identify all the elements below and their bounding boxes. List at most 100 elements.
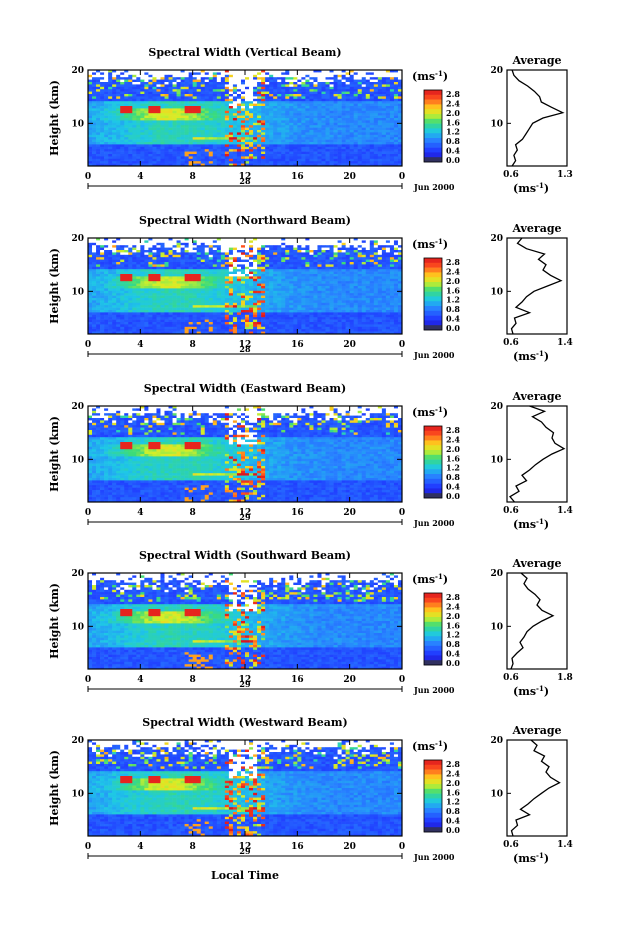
colorbar-tick-label: 1.6 [446, 453, 460, 463]
y-tick-label: 10 [71, 622, 84, 632]
colorbar-tick-label: 1.6 [446, 285, 460, 295]
x-tick-label: 20 [343, 508, 356, 518]
colorbar-tick-label: 0.4 [446, 649, 460, 659]
x-tick-label: 0 [399, 172, 405, 182]
x-tick-label: 12 [239, 842, 252, 852]
heatmap [88, 70, 403, 167]
avg-profile-line [509, 405, 566, 503]
colorbar-tick-label: 1.6 [446, 620, 460, 630]
x-tick-label: 8 [190, 172, 196, 182]
x-tick-label: 0 [85, 675, 91, 685]
y-tick-label: 20 [71, 569, 84, 579]
colorbar-tick-label: 2.8 [446, 425, 460, 435]
colorbar-tick-label: 0.8 [446, 806, 460, 816]
day-label: 29 [239, 679, 251, 689]
x-tick-label: 20 [343, 172, 356, 182]
avg-title: Average [511, 557, 561, 570]
colorbar-tick-label: 2.0 [446, 778, 460, 788]
x-tick-label: 4 [137, 508, 143, 518]
avg-profile-line [510, 237, 563, 335]
panel-4: Spectral Width (Southward Beam) 20 10 Heigh… [48, 549, 573, 698]
x-tick-label: 0 [399, 842, 405, 852]
heatmap [88, 740, 403, 837]
y-axis-label: Height (km) [48, 248, 61, 324]
avg-x-tick-label: 0.6 [503, 170, 519, 180]
colorbar-tick-label: 2.0 [446, 108, 460, 118]
colorbar-tick-label: 0.4 [446, 314, 460, 324]
colorbar-tick-label: 0.8 [446, 639, 460, 649]
colorbar: (ms-1)2.82.42.01.61.20.80.40.0 [412, 405, 460, 501]
colorbar-tick-label: 2.0 [446, 276, 460, 286]
y-tick-label: 10 [71, 119, 84, 129]
avg-title: Average [511, 390, 561, 403]
panel-title: Spectral Width (Eastward Beam) [144, 382, 346, 395]
colorbar-tick-label: 2.4 [446, 601, 460, 611]
y-tick-label: 20 [71, 234, 84, 244]
month-label: Jun 2000 [413, 350, 455, 360]
svg-text:(ms-1): (ms-1) [412, 69, 448, 83]
colorbar: (ms-1)2.82.42.01.61.20.80.40.0 [412, 69, 460, 165]
avg-x-tick-label: 1.4 [557, 506, 573, 516]
x-tick-label: 0 [399, 340, 405, 350]
avg-x-tick-label: 0.6 [503, 840, 519, 850]
colorbar-tick-label: 1.2 [446, 797, 460, 807]
colorbar-tick-label: 1.2 [446, 630, 460, 640]
x-tick-label: 12 [239, 172, 252, 182]
x-tick-label: 8 [190, 675, 196, 685]
y-tick-label: 20 [71, 736, 84, 746]
month-label: Jun 2000 [413, 182, 455, 192]
colorbar-tick-label: 2.8 [446, 592, 460, 602]
avg-x-tick-label: 0.6 [503, 506, 519, 516]
colorbar-tick-label: 0.8 [446, 136, 460, 146]
x-tick-label: 8 [190, 340, 196, 350]
average-profile: Average 20 10 0.6 1.3 (ms-1) [490, 54, 572, 195]
colorbar-tick-label: 1.2 [446, 463, 460, 473]
x-tick-label: 12 [239, 675, 252, 685]
colorbar-tick-label: 2.8 [446, 89, 460, 99]
y-axis-label: Height (km) [48, 750, 61, 826]
y-axis-label: Height (km) [48, 416, 61, 492]
day-label: 28 [239, 344, 251, 354]
x-axis-label: Local Time [211, 869, 279, 882]
x-tick-label: 12 [239, 508, 252, 518]
colorbar-tick-label: 0.8 [446, 304, 460, 314]
colorbar-tick-label: 2.4 [446, 98, 460, 108]
avg-title: Average [511, 724, 561, 737]
month-label: Jun 2000 [413, 852, 455, 862]
x-tick-label: 0 [399, 675, 405, 685]
colorbar-tick-label: 0.8 [446, 472, 460, 482]
colorbar-tick-label: 2.4 [446, 434, 460, 444]
x-tick-label: 16 [291, 508, 304, 518]
y-axis-label: Height (km) [48, 80, 61, 156]
avg-y-tick-label: 20 [490, 402, 503, 412]
x-tick-label: 0 [85, 842, 91, 852]
y-tick-label: 20 [71, 402, 84, 412]
avg-x-tick-label: 1.4 [557, 840, 573, 850]
x-tick-label: 0 [85, 508, 91, 518]
heatmap [88, 573, 403, 670]
x-tick-label: 16 [291, 675, 304, 685]
colorbar-tick-label: 0.0 [446, 825, 460, 835]
colorbar-tick-label: 1.6 [446, 117, 460, 127]
colorbar-tick-label: 2.4 [446, 266, 460, 276]
heatmap [88, 406, 403, 503]
month-label: Jun 2000 [413, 518, 455, 528]
colorbar-tick-label: 1.2 [446, 127, 460, 137]
colorbar-tick-label: 0.4 [446, 482, 460, 492]
avg-y-tick-label: 20 [490, 66, 503, 76]
avg-profile-line [510, 572, 555, 670]
x-tick-label: 0 [399, 508, 405, 518]
colorbar: (ms-1)2.82.42.01.61.20.80.40.0 [412, 572, 460, 668]
day-label: 28 [239, 176, 251, 186]
x-tick-label: 16 [291, 842, 304, 852]
colorbar-tick-label: 2.8 [446, 257, 460, 267]
panel-1: Spectral Width (Vertical Beam) 20 10 Height… [48, 46, 573, 195]
svg-text:(ms-1): (ms-1) [513, 181, 549, 195]
colorbar-tick-label: 2.0 [446, 611, 460, 621]
avg-y-tick-label: 10 [490, 789, 503, 799]
avg-x-tick-label: 1.8 [557, 673, 573, 683]
